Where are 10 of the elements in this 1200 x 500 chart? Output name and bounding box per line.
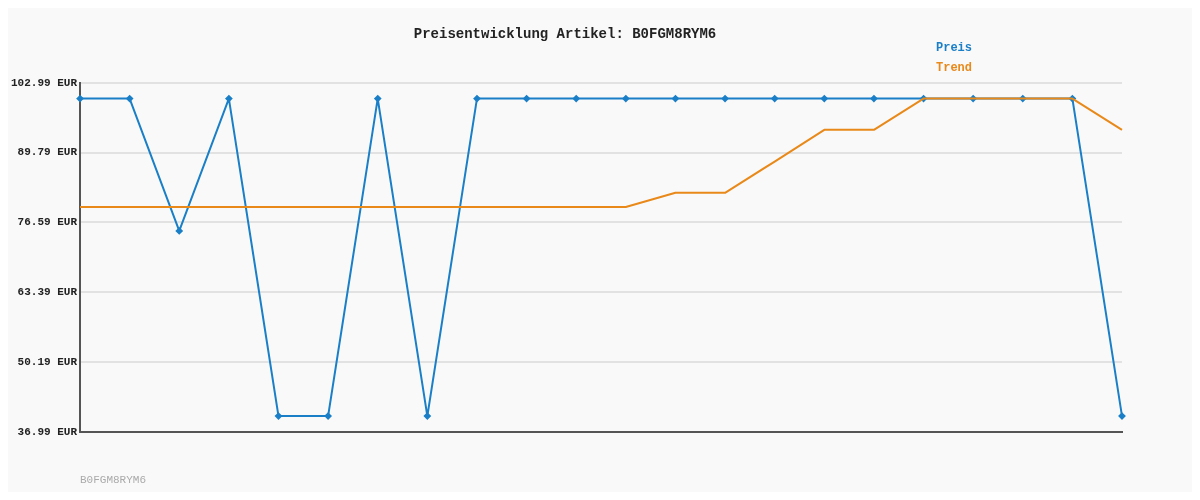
- series-label: Trend: [935, 60, 972, 77]
- chart-title: Preisentwicklung Artikel: B0FGM8RYM6: [413, 25, 717, 42]
- text: B0FGM8RYM6: [80, 474, 147, 486]
- y-tick-label: 102.99 EUR: [11, 76, 78, 89]
- y-tick-label: 76.59 EUR: [17, 216, 78, 229]
- y-tick-label: 63.39 EUR: [17, 286, 78, 299]
- text: Preis: [935, 40, 972, 57]
- y-tick-label: 50.19 EUR: [17, 355, 78, 368]
- y-tick-label: 89.79 EUR: [17, 146, 78, 159]
- y-tick-label: 36.99 EUR: [17, 425, 78, 438]
